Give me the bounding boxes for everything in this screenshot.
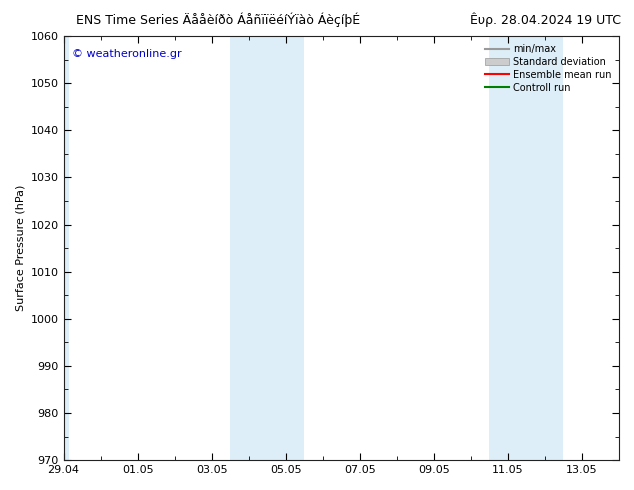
Bar [489,36,564,460]
Text: Êυρ. 28.04.2024 19 UTC: Êυρ. 28.04.2024 19 UTC [470,12,621,27]
Bar [63,36,69,460]
Legend: min/max, Standard deviation, Ensemble mean run, Controll run: min/max, Standard deviation, Ensemble me… [481,40,615,97]
Y-axis label: Surface Pressure (hPa): Surface Pressure (hPa) [15,185,25,311]
Text: ENS Time Series Äååèíðò ÁåñïïëéíÝïàò ÁèçíþÉ: ENS Time Series Äååèíðò ÁåñïïëéíÝïàò Áèç… [76,12,360,27]
Text: © weatheronline.gr: © weatheronline.gr [72,49,181,59]
Bar [230,36,304,460]
